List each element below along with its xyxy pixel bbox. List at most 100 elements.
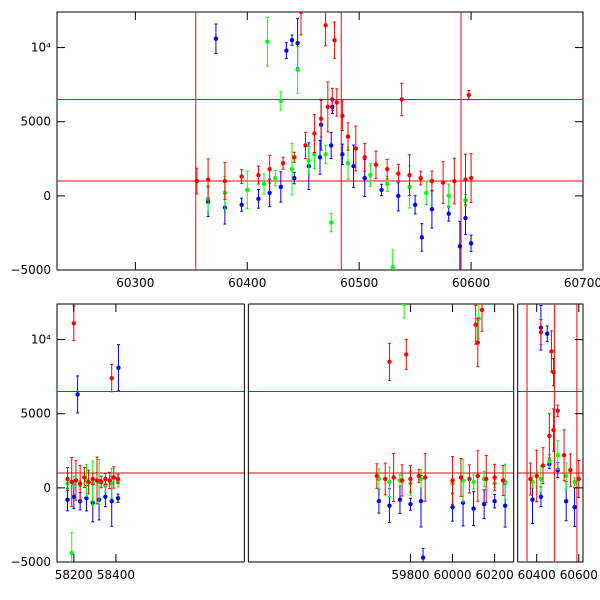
axis-break <box>244 303 249 563</box>
data-point-green <box>555 440 560 471</box>
data-point-red <box>82 467 87 488</box>
data-point-red <box>467 464 472 494</box>
data-point-red <box>103 472 108 485</box>
data-point-red <box>330 87 335 112</box>
data-point-red <box>340 100 345 132</box>
data-point-red <box>399 82 404 117</box>
x-tick-label: 59800 <box>391 568 429 582</box>
x-tick-label: 60400 <box>518 568 556 582</box>
data-point-red <box>538 319 544 346</box>
x-tick-label: 60200 <box>476 568 514 582</box>
data-point-red <box>73 460 79 501</box>
data-point-blue <box>446 205 451 222</box>
plot-frame <box>56 11 584 271</box>
data-point-red <box>362 142 367 172</box>
data-point-red <box>391 453 396 502</box>
data-point-green <box>572 477 577 487</box>
data-point-red <box>416 468 422 484</box>
data-point-blue <box>396 180 401 212</box>
data-point-red <box>450 456 455 505</box>
data-point-red <box>551 358 556 387</box>
data-point-blue <box>340 143 345 166</box>
series-blue <box>205 17 474 270</box>
data-point-blue <box>420 547 426 562</box>
data-point-blue <box>463 201 468 235</box>
data-point-red <box>404 338 409 370</box>
data-point-red <box>107 471 112 490</box>
series-red <box>65 304 581 507</box>
data-point-red <box>65 467 70 491</box>
x-tick-label: 60700 <box>564 276 600 290</box>
data-point-blue <box>256 188 261 209</box>
data-point-green <box>460 458 466 503</box>
data-point-red <box>555 404 560 417</box>
x-tick-label: 60300 <box>116 276 154 290</box>
data-point-green <box>368 163 373 187</box>
data-point-green <box>306 145 312 175</box>
y-tick-label: 0 <box>43 189 51 203</box>
x-tick-label: 60000 <box>433 568 471 582</box>
data-point-red <box>383 462 388 496</box>
data-point-red <box>384 158 390 180</box>
x-tick-label: 60400 <box>228 276 266 290</box>
data-point-green <box>471 474 476 490</box>
data-point-red <box>549 330 554 373</box>
x-tick-label: 58400 <box>97 568 135 582</box>
data-point-green <box>278 91 284 111</box>
data-point-red <box>551 408 556 452</box>
data-point-red <box>484 454 489 503</box>
data-point-red <box>547 413 552 459</box>
data-point-blue <box>116 344 121 392</box>
data-point-red <box>458 458 464 497</box>
data-point-red <box>332 21 337 59</box>
data-point-blue <box>572 487 577 527</box>
series-green <box>205 16 468 270</box>
data-point-red <box>115 473 121 485</box>
data-point-blue <box>408 497 413 511</box>
y-tick-label: 0 <box>43 481 51 495</box>
data-point-blue <box>376 488 382 514</box>
data-point-red <box>256 165 261 185</box>
data-point-red <box>468 153 474 203</box>
data-point-red <box>475 450 480 502</box>
data-point-red <box>98 475 104 489</box>
data-point-red <box>568 453 573 487</box>
data-point-red <box>267 154 272 184</box>
data-point-blue <box>289 34 295 46</box>
y-tick-label: 5000 <box>20 115 51 129</box>
data-point-blue <box>351 144 356 188</box>
data-point-green <box>69 531 74 562</box>
data-point-green <box>384 176 390 192</box>
data-point-red <box>463 153 468 206</box>
data-point-red <box>194 167 200 195</box>
data-point-green <box>376 468 382 490</box>
y-tick-label: 10⁴ <box>31 41 51 55</box>
data-point-green <box>345 146 351 180</box>
data-point-green <box>401 304 407 319</box>
data-point-blue <box>397 485 403 514</box>
data-point-red <box>109 363 114 393</box>
data-point-green <box>245 170 250 210</box>
data-point-blue <box>65 488 70 512</box>
data-point-blue <box>468 234 474 252</box>
data-point-blue <box>492 493 497 509</box>
data-point-red <box>86 469 91 495</box>
x-tick-label: 58200 <box>55 568 93 582</box>
data-point-red <box>353 125 359 172</box>
data-point-red <box>407 154 412 196</box>
data-point-red <box>345 122 351 151</box>
data-point-red <box>473 304 478 345</box>
bottom-panel: −5000 0 5000 10⁴ 58200 58400 59800 60000 60200 60… <box>10 303 598 582</box>
data-point-green <box>328 212 334 233</box>
plot-area <box>57 12 583 270</box>
series-blue <box>65 304 577 562</box>
y-tick-label: −5000 <box>10 555 51 569</box>
data-point-red <box>334 88 339 117</box>
data-point-red <box>111 466 117 489</box>
data-point-green <box>289 142 295 196</box>
data-point-blue <box>239 197 244 212</box>
data-point-red <box>318 100 324 138</box>
x-tick-label: 60600 <box>560 568 598 582</box>
data-point-blue <box>292 171 297 185</box>
